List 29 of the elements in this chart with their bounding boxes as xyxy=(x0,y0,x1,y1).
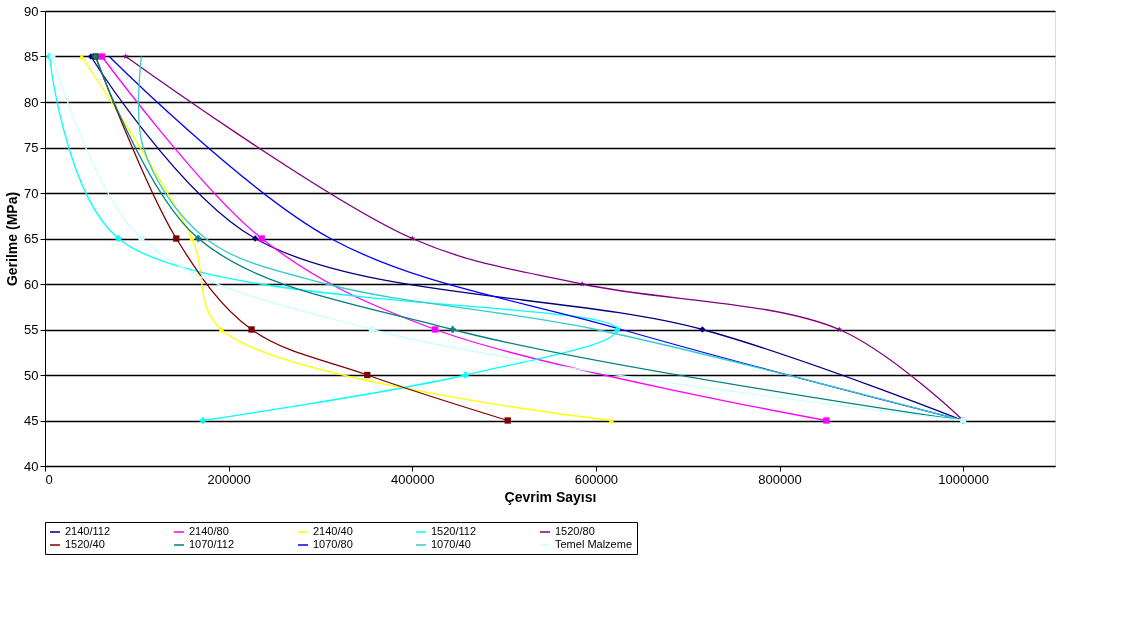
y-tick-label: 90 xyxy=(24,3,39,19)
y-tick-label: 55 xyxy=(24,322,39,337)
legend-label: 1520/80 xyxy=(555,525,595,537)
y-axis-title: Gerilme (MPa) xyxy=(4,191,21,287)
x-axis-title: Çevrim Sayısı xyxy=(504,488,597,505)
legend-label: 2140/40 xyxy=(313,525,353,537)
x-tick-label: 0 xyxy=(45,471,53,487)
legend-label: 2140/80 xyxy=(189,525,229,537)
y-tick-label: 85 xyxy=(24,49,39,64)
legend-label: 2140/112 xyxy=(65,525,111,537)
y-tick-label: 80 xyxy=(24,94,39,110)
y-tick-label: 60 xyxy=(24,276,39,292)
x-tick-label: 200000 xyxy=(207,471,251,487)
legend-label: 1070/80 xyxy=(313,538,353,550)
legend-label: 1520/40 xyxy=(65,538,105,550)
y-tick-label: 75 xyxy=(24,140,39,155)
legend-label: 1520/112 xyxy=(431,525,477,537)
y-tick-label: 45 xyxy=(24,413,39,428)
y-tick-label: 65 xyxy=(24,231,39,246)
legend-label: 1070/112 xyxy=(189,538,235,550)
x-tick-label: 1000000 xyxy=(938,471,989,487)
legend-label: Temel Malzeme xyxy=(555,538,633,550)
legend-label: 1070/40 xyxy=(431,538,471,550)
x-tick-label: 400000 xyxy=(391,471,435,487)
x-tick-label: 800000 xyxy=(758,471,802,487)
y-tick-label: 40 xyxy=(24,458,39,474)
y-tick-label: 50 xyxy=(24,367,39,383)
y-tick-label: 70 xyxy=(24,185,39,201)
x-tick-label: 600000 xyxy=(574,471,619,487)
